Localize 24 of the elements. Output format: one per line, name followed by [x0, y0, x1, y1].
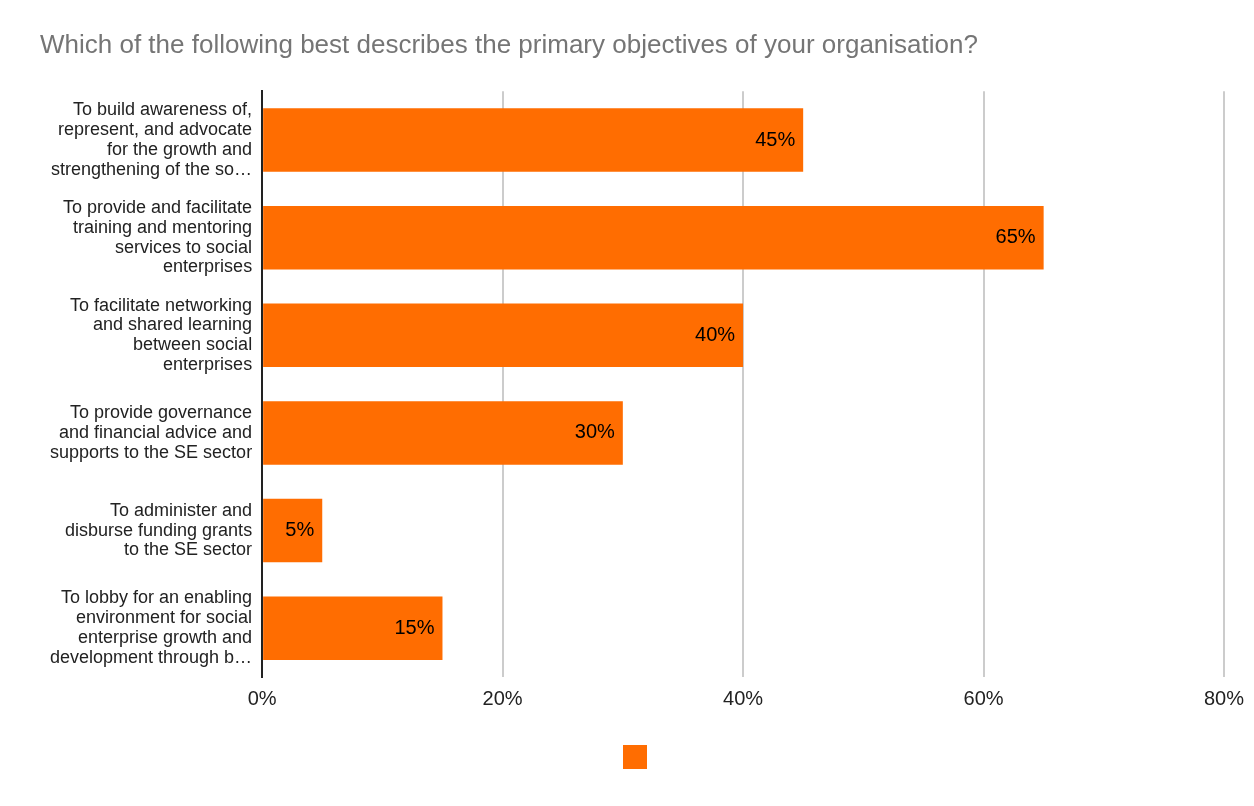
bar [263, 401, 623, 465]
x-tick-label: 40% [723, 686, 764, 709]
y-tick-label: To provide governance and financial advice and supports to the SE sector [50, 402, 253, 462]
data-label: 40% [695, 322, 736, 345]
y-tick-label: To administer and disburse funding grants to the SE sector [65, 499, 253, 560]
data-label: 65% [995, 225, 1036, 248]
y-tick-label: To build awareness of, represent, and advocate for the growth and strengthening of the so… [50, 99, 253, 179]
x-tick-label: 80% [1203, 686, 1245, 709]
bar [263, 498, 323, 563]
y-tick-label: To lobby for an enabling environment for social enterprise growth and development through b… [49, 587, 253, 667]
bar [263, 596, 443, 660]
x-tick-label: 60% [963, 686, 1004, 709]
data-label: 45% [755, 127, 796, 150]
x-tick-label: 0% [247, 686, 277, 709]
data-label: 5% [285, 518, 315, 541]
x-tick-label: 20% [482, 686, 523, 709]
bar [263, 108, 804, 172]
data-label: 30% [574, 420, 616, 443]
bar [263, 303, 744, 368]
bar [263, 205, 1044, 270]
y-tick-label: To provide and facilitate training and mentoring services to social enterprises [63, 196, 253, 277]
y-tick-label: To facilitate networking and shared learning between social enterprises [70, 294, 253, 374]
data-label: 15% [394, 615, 435, 638]
chart-title: Which of the following best describes the primary objectives of your organisation? [40, 28, 978, 59]
